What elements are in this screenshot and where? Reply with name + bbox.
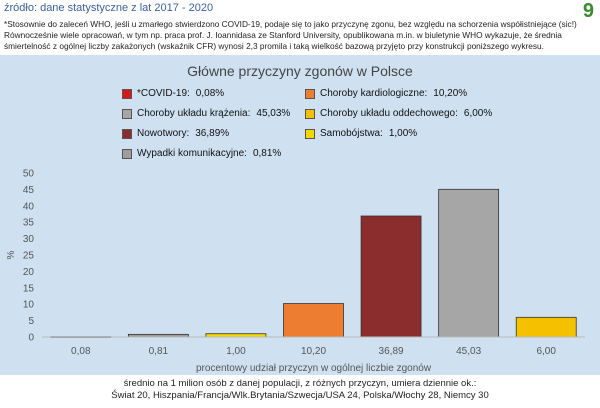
legend-value: 0,81% — [252, 148, 282, 159]
x-tick-label: 36,89 — [379, 346, 404, 357]
legend-label: Samobójstwa: — [320, 128, 383, 139]
legend-swatch — [122, 108, 132, 119]
bar — [515, 316, 577, 338]
x-tick-label: 6,00 — [536, 346, 556, 357]
y-tick-label: 20 — [23, 267, 35, 278]
bar — [438, 188, 500, 338]
footer-line: Świat 20, Hiszpania/Francja/Wlk.Brytania… — [111, 390, 489, 401]
legend-swatch — [122, 148, 132, 159]
y-tick-label: 15 — [23, 283, 35, 294]
legend-label: Nowotwory: — [137, 128, 190, 139]
x-tick-label: 1,00 — [226, 346, 246, 357]
y-tick-label: 25 — [23, 251, 35, 262]
source-label: źródło: dane statystyczne z lat 2017 - 2… — [4, 2, 214, 14]
legend-value: 0,08% — [195, 88, 225, 99]
y-tick-label: 10 — [23, 300, 35, 311]
chart-panel: Główne przyczyny zgonów w Polsce *COVID-… — [0, 55, 600, 375]
legend-item: *COVID-19: 0,08% — [122, 88, 224, 99]
bar — [360, 215, 422, 338]
y-tick-label: 30 — [23, 234, 35, 245]
footer: średnio na 1 milion osób z danej populac… — [0, 378, 600, 402]
y-tick-label: 40 — [23, 201, 35, 212]
legend-item: Choroby układu oddechowego: 6,00% — [305, 108, 492, 119]
y-tick-label: 45 — [23, 185, 35, 196]
y-tick-label: 5 — [28, 316, 34, 327]
x-tick-label: 0,81 — [149, 346, 169, 357]
y-tick-label: 50 — [23, 169, 35, 180]
x-tick-label: 10,20 — [301, 346, 326, 357]
legend-item: Samobójstwa: 1,00% — [305, 128, 417, 139]
footer-line: średnio na 1 milion osób z danej populac… — [123, 378, 477, 389]
x-tick-label: 0,08 — [71, 346, 91, 357]
legend-label: Choroby układu oddechowego: — [320, 108, 458, 119]
y-tick-label: 0 — [28, 333, 34, 344]
note-line: Równocześnie wiele opracowań, w tym np. … — [4, 30, 562, 40]
bar — [283, 303, 344, 338]
legend-item: Wypadki komunikacyjne: 0,81% — [122, 148, 281, 159]
note-line: *Stosownie do zaleceń WHO, jeśli u zmarł… — [4, 19, 577, 29]
legend-item: Nowotwory: 36,89% — [122, 128, 229, 139]
note-line: śmiertelność z ogólnej liczby zakażonych… — [4, 41, 544, 51]
legend-swatch — [122, 88, 132, 99]
page-number: 9 — [582, 0, 594, 22]
y-axis-label: % — [6, 250, 17, 259]
legend-item: Choroby kardiologiczne: 10,20% — [305, 88, 467, 99]
x-tick-label: 45,03 — [456, 346, 481, 357]
legend-swatch — [305, 88, 315, 99]
y-tick-label: 35 — [23, 218, 35, 229]
legend-value: 1,00% — [388, 128, 418, 139]
legend-label: Wypadki komunikacyjne: — [137, 148, 247, 159]
bar-chart: 0 5 10 15 20 25 30 35 40 45 50% 0,08 0,81 1,00 10,20 36… — [6, 169, 585, 374]
legend-label: Choroby kardiologiczne: — [320, 88, 428, 99]
legend-swatch — [122, 128, 132, 139]
legend-value: 10,20% — [433, 88, 468, 99]
x-axis-label: procentowy udział przyczyn w ogólnej lic… — [196, 363, 432, 374]
methodology-note: *Stosownie do zaleceń WHO, jeśli u zmarł… — [4, 19, 594, 52]
legend-label: Choroby układu krążenia: — [137, 108, 251, 119]
legend-swatch — [305, 128, 315, 139]
legend-label: *COVID-19: — [137, 88, 190, 99]
legend-item: Choroby układu krążenia: 45,03% — [122, 108, 290, 119]
legend-swatch — [305, 108, 315, 119]
legend-value: 45,03% — [256, 108, 291, 119]
legend-value: 36,89% — [195, 128, 230, 139]
chart-title: Główne przyczyny zgonów w Polsce — [187, 63, 413, 79]
legend-value: 6,00% — [463, 108, 493, 119]
